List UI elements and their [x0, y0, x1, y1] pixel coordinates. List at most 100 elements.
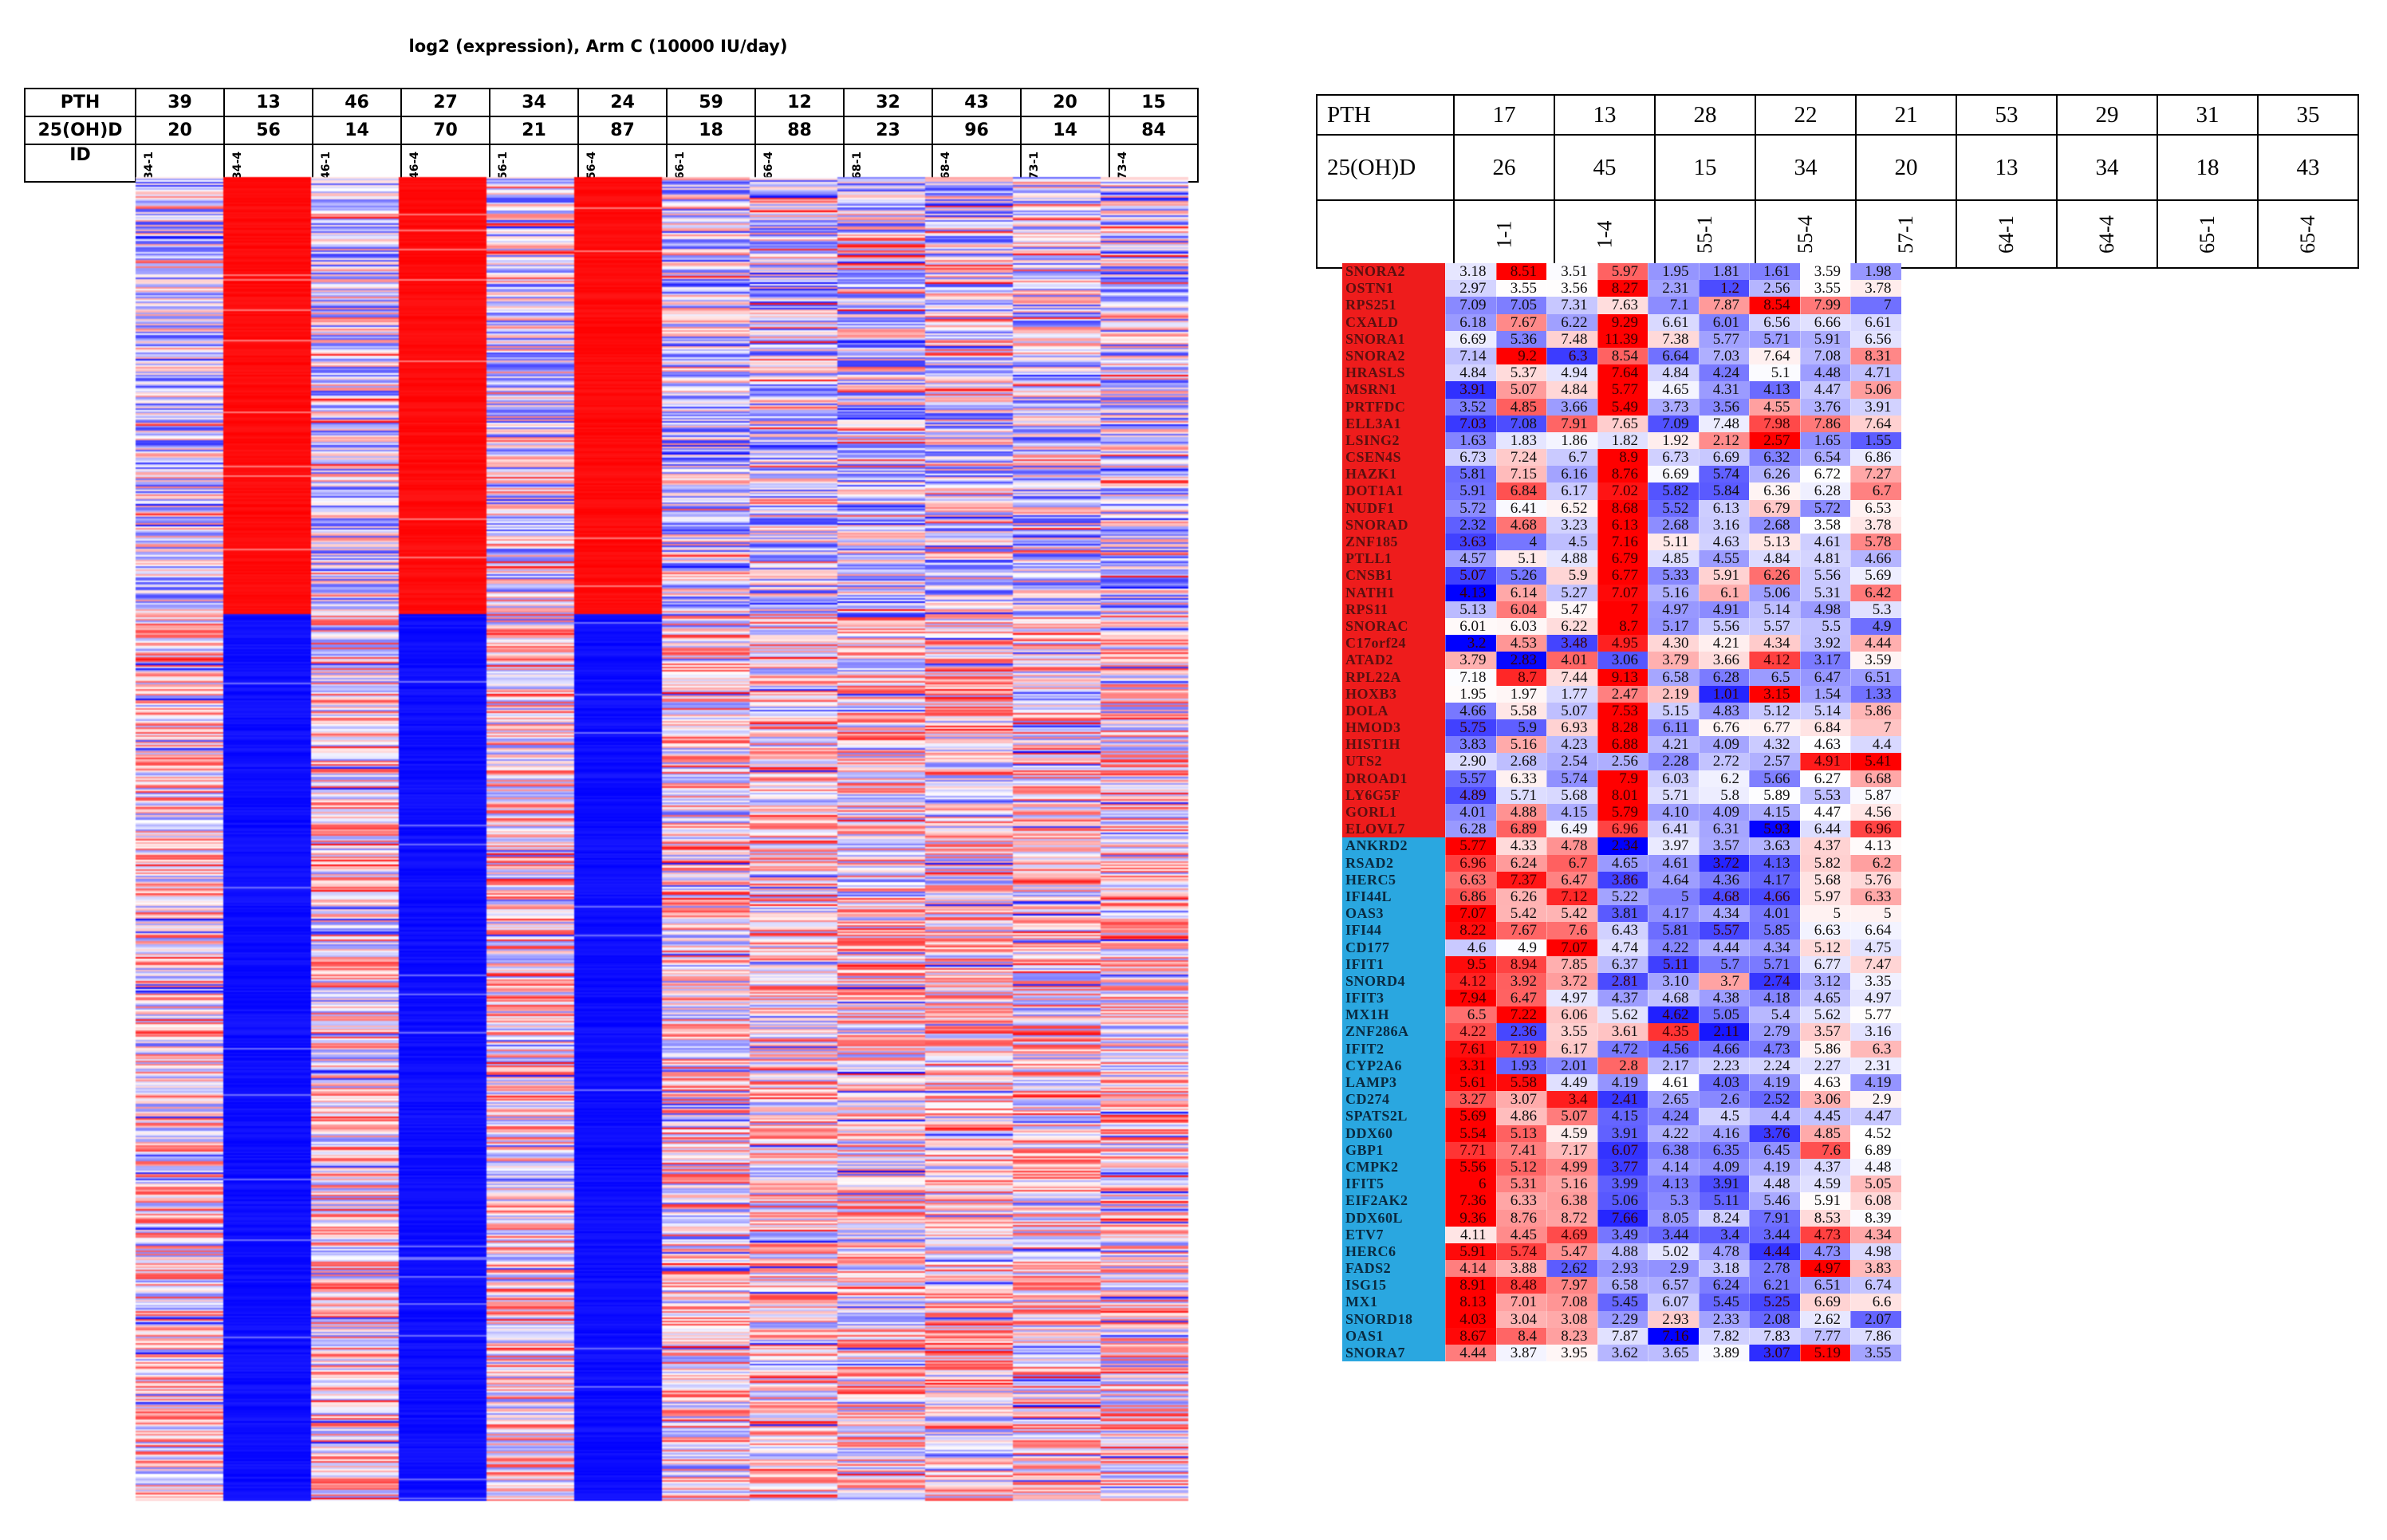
sample-id: 1-4 — [1592, 220, 1616, 249]
gene-row: DOT1A1 5.91 6.84 6.17 7.02 5.82 5.84 6.36 6.28 6.… — [1342, 482, 1901, 500]
expression-cell: 2.8 — [1597, 1057, 1648, 1074]
expression-cell: 7.36 — [1445, 1192, 1496, 1210]
expression-cell: 6.28 — [1799, 482, 1850, 500]
expression-cell: 4.66 — [1850, 550, 1901, 568]
gene-row: C17orf24 3.2 4.53 3.48 4.95 4.30 4.21 4.34 3.92 4… — [1342, 635, 1901, 652]
expression-cell: 6.7 — [1546, 449, 1597, 467]
expression-cell: 5.19 — [1799, 1345, 1850, 1362]
expression-cell: 7.09 — [1648, 415, 1699, 432]
expression-cell: 1.86 — [1546, 431, 1597, 450]
expression-cell: 7.98 — [1749, 415, 1800, 432]
expression-cell: 9.29 — [1597, 313, 1648, 331]
expression-cell: 7.08 — [1799, 347, 1850, 365]
expression-cell: 7.03 — [1445, 415, 1496, 432]
gene-label: MSRN1 — [1342, 381, 1445, 399]
expression-cell: 4.73 — [1799, 1226, 1850, 1243]
expression-cell: 6.96 — [1445, 854, 1496, 872]
gene-label: GORL1 — [1342, 804, 1445, 821]
expression-cell: 6.93 — [1546, 719, 1597, 737]
expression-cell: 3.76 — [1749, 1124, 1800, 1142]
expression-cell: 5.77 — [1597, 381, 1648, 399]
expression-cell: 6.96 — [1597, 821, 1648, 838]
gene-label: DDX60L — [1342, 1209, 1445, 1227]
expression-cell: 3.44 — [1749, 1226, 1800, 1243]
expression-cell: 4.01 — [1749, 905, 1800, 923]
gene-label: SNORA7 — [1342, 1345, 1445, 1362]
expression-cell: 6.73 — [1445, 449, 1496, 467]
sample-id: 68-1 — [851, 151, 864, 179]
expression-cell: 5.74 — [1546, 770, 1597, 787]
expression-cell: 3.61 — [1597, 1023, 1648, 1041]
expression-cell: 2.68 — [1749, 516, 1800, 534]
gene-row: SNORAC 6.01 6.03 6.22 8.7 5.17 5.56 5.57 5.5 4.9 — [1342, 617, 1901, 636]
sample-id: 65-1 — [2195, 215, 2219, 254]
expression-cell: 5.56 — [1445, 1158, 1496, 1176]
expression-cell: 6.54 — [1799, 449, 1850, 467]
gene-label: DOLA — [1342, 702, 1445, 720]
expression-cell: 9.36 — [1445, 1209, 1496, 1227]
sample-cell: 64-1 — [1956, 199, 2058, 269]
gene-row: LY6G5F 4.89 5.71 5.68 8.01 5.71 5.8 5.89 5.53 5.8… — [1342, 786, 1901, 804]
expression-cell: 6.03 — [1495, 617, 1546, 636]
expression-cell: 7.9 — [1597, 770, 1648, 787]
expression-cell: 4.4 — [1749, 1108, 1800, 1125]
expression-cell: 4.03 — [1698, 1074, 1749, 1092]
expression-cell: 4.23 — [1546, 736, 1597, 754]
expression-cell: 4.44 — [1698, 939, 1749, 956]
expression-cell: 2.12 — [1698, 431, 1749, 450]
expression-cell: 6.33 — [1495, 770, 1546, 787]
id-cell: 34-1 — [135, 144, 225, 183]
expression-cell: 6.72 — [1799, 466, 1850, 483]
gene-row: EIF2AK2 7.36 6.33 6.38 5.06 5.3 5.11 5.46 5.91 6.… — [1342, 1192, 1901, 1210]
expression-cell: 7.15 — [1495, 466, 1546, 483]
gene-row: CXALD 6.18 7.67 6.22 9.29 6.61 6.01 6.56 6.66 6.6… — [1342, 313, 1901, 331]
expression-cell: 8.39 — [1850, 1209, 1901, 1227]
expression-cell: 4.19 — [1749, 1074, 1800, 1092]
expression-cell: 1.2 — [1698, 280, 1749, 297]
expression-cell: 6.1 — [1698, 584, 1749, 601]
expression-cell: 5.17 — [1648, 617, 1699, 636]
sample-cell: 64-4 — [2056, 199, 2158, 269]
expression-cell: 7.65 — [1597, 415, 1648, 432]
gene-label: HIST1H — [1342, 736, 1445, 754]
gene-label: IFIT1 — [1342, 955, 1445, 973]
expression-cell: 4.15 — [1597, 1108, 1648, 1125]
expression-cell: 5.57 — [1445, 770, 1496, 787]
expression-cell: 5.11 — [1648, 534, 1699, 551]
ohd-value: 88 — [754, 116, 845, 145]
gene-label: SNORD4 — [1342, 972, 1445, 991]
expression-cell: 7.1 — [1648, 297, 1699, 314]
expression-cell: 4.66 — [1749, 888, 1800, 906]
expression-cell: 4.84 — [1546, 381, 1597, 399]
expression-cell: 6.07 — [1648, 1294, 1699, 1311]
gene-row: MSRN1 3.91 5.07 4.84 5.77 4.65 4.31 4.13 4.47 5.0… — [1342, 381, 1901, 399]
expression-cell: 3.08 — [1546, 1310, 1597, 1328]
gene-label: UTS2 — [1342, 753, 1445, 770]
expression-cell: 4.10 — [1648, 804, 1699, 821]
expression-cell: 5.13 — [1749, 534, 1800, 551]
pth-value: 20 — [1020, 88, 1110, 117]
expression-cell: 2.54 — [1546, 753, 1597, 770]
expression-cell: 6.89 — [1850, 1141, 1901, 1159]
expression-cell: 4.5 — [1698, 1108, 1749, 1125]
expression-cell: 4.44 — [1850, 635, 1901, 652]
gene-label: OAS1 — [1342, 1327, 1445, 1345]
expression-cell: 4.13 — [1648, 1176, 1699, 1193]
expression-cell: 4.65 — [1597, 854, 1648, 872]
expression-cell: 7.64 — [1749, 347, 1800, 365]
gene-row: HERC5 6.63 7.37 6.47 3.86 4.64 4.36 4.17 5.68 5.7… — [1342, 871, 1901, 888]
expression-cell: 8.54 — [1597, 347, 1648, 365]
expression-cell: 6.5 — [1445, 1006, 1496, 1024]
gene-label: ELOVL7 — [1342, 821, 1445, 838]
expression-cell: 5.77 — [1850, 1006, 1901, 1024]
expression-cell: 7.07 — [1597, 584, 1648, 601]
expression-cell: 2.57 — [1749, 431, 1800, 450]
expression-cell: 1.63 — [1445, 431, 1496, 450]
expression-cell: 3.95 — [1546, 1345, 1597, 1362]
pth-value: 31 — [2157, 94, 2259, 136]
sample-id: 46-4 — [408, 151, 421, 179]
expression-cell: 6.79 — [1749, 499, 1800, 517]
sample-cell: 1-4 — [1554, 199, 1656, 269]
expression-cell: 5.77 — [1698, 330, 1749, 348]
gene-label: RSAD2 — [1342, 854, 1445, 872]
